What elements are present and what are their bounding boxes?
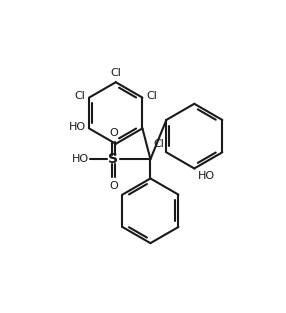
Text: HO: HO [69, 122, 86, 132]
Text: HO: HO [197, 171, 214, 181]
Text: S: S [108, 152, 118, 166]
Text: Cl: Cl [146, 91, 157, 101]
Text: Cl: Cl [153, 139, 164, 149]
Text: Cl: Cl [110, 68, 121, 78]
Text: HO: HO [72, 154, 89, 164]
Text: Cl: Cl [74, 91, 85, 101]
Text: O: O [109, 181, 118, 191]
Text: O: O [109, 128, 118, 138]
